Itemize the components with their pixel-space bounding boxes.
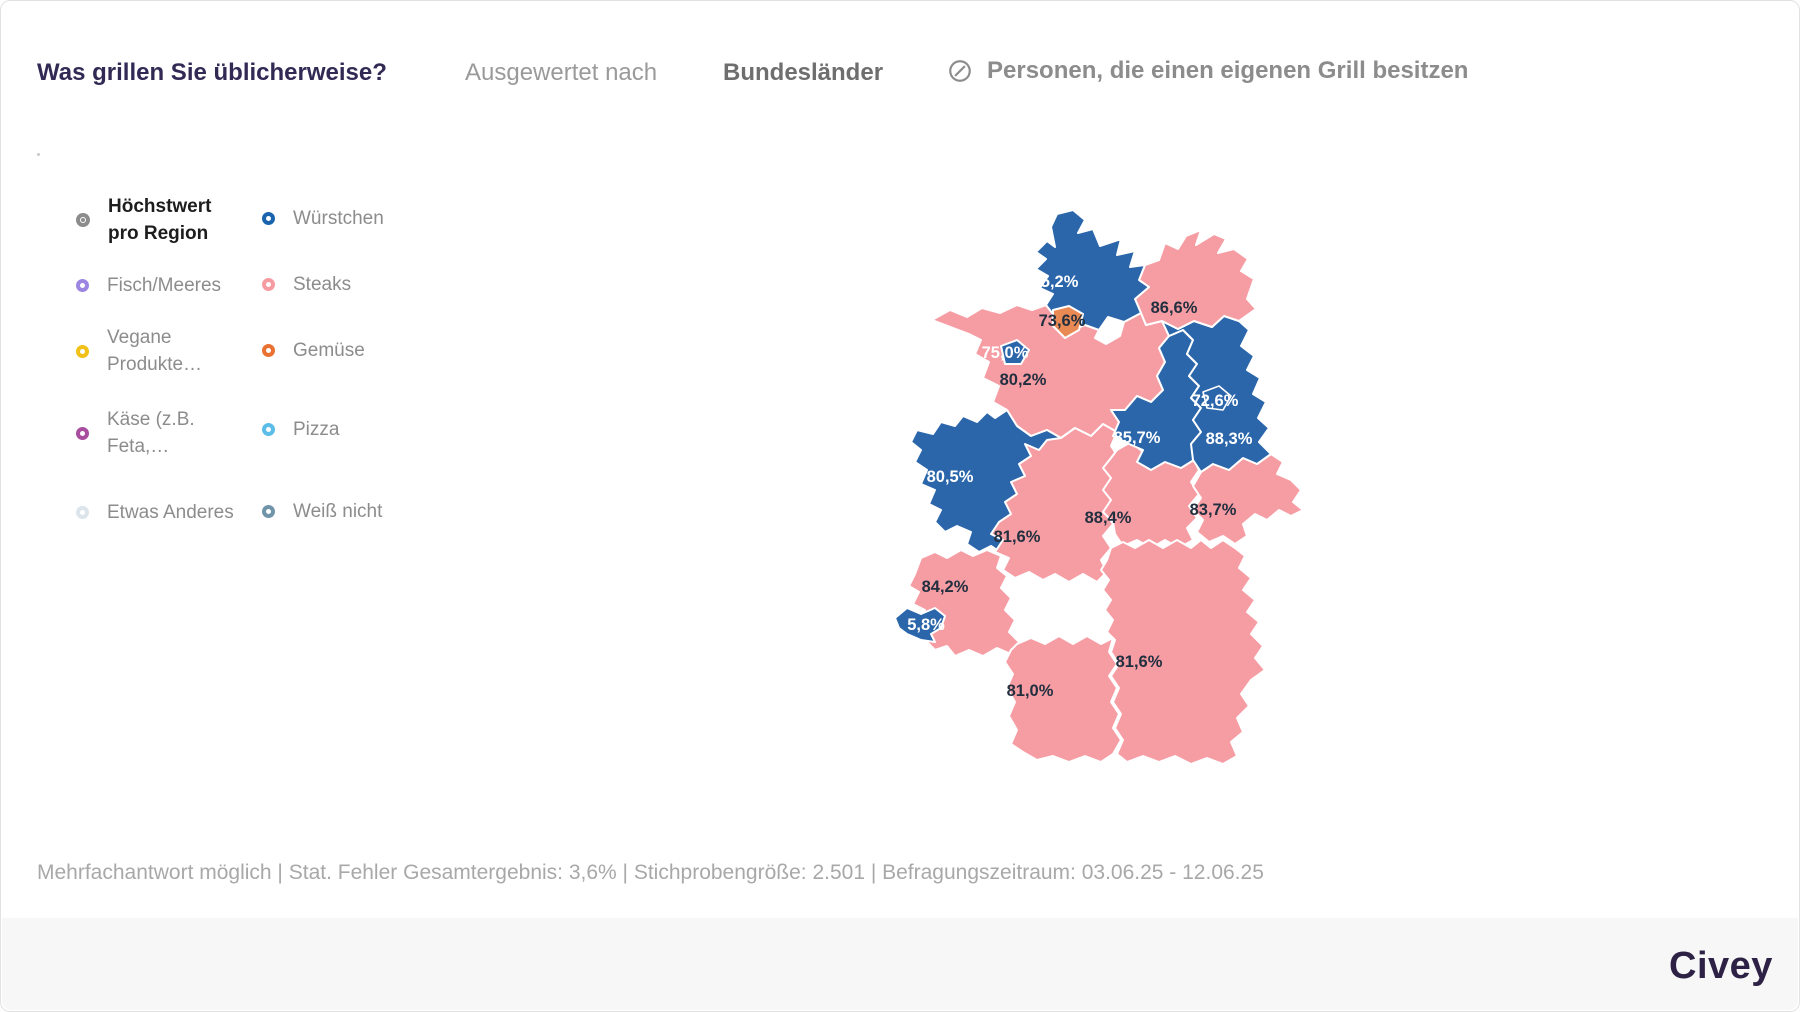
state-value-label-sachsen-anhalt: 85,7% — [1114, 429, 1161, 447]
state-value-label-bayern: 81,6% — [1116, 653, 1163, 671]
legend-item-wuerstchen[interactable]: Würstchen — [262, 205, 384, 232]
germany-choropleth-svg: 80,2% 80,5% 81,6% 84,2% 88,4% 83,7% 81,6% 81,0%… — [894, 209, 1304, 765]
category-ring-icon — [262, 505, 275, 518]
category-ring-icon — [76, 279, 89, 292]
state-value-label-bremen: 75,0% — [982, 344, 1029, 362]
state-value-label-schleswig-holstein: 75,2% — [1032, 273, 1079, 291]
state-value-label-sachsen: 83,7% — [1190, 501, 1237, 519]
legend-item-gemuese[interactable]: Gemüse — [262, 337, 365, 364]
legend-item-fisch[interactable]: Fisch/Meeres — [76, 272, 235, 299]
state-value-label-hamburg: 73,6% — [1039, 312, 1086, 330]
legend-label: Würstchen — [293, 208, 384, 229]
state-bayern[interactable] — [1100, 539, 1266, 765]
legend-item-etwas-anderes[interactable]: Etwas Anderes — [76, 485, 235, 539]
legend-label: Höchstwert pro Region — [108, 196, 212, 244]
category-ring-icon — [262, 278, 275, 291]
footer-band — [2, 918, 1798, 1010]
state-value-label-baden-wuerttemberg: 81,0% — [1007, 682, 1054, 700]
state-berlin[interactable] — [1202, 385, 1232, 411]
legend-label: Fisch/Meeres — [107, 275, 222, 296]
legend-label: Vegane Produkte… — [107, 327, 203, 375]
filter-chip[interactable]: Personen, die einen eigenen Grill besitz… — [947, 57, 1468, 85]
state-baden-wuerttemberg[interactable] — [1004, 635, 1122, 763]
legend-label: Käse (z.B. Feta,… — [107, 409, 195, 457]
methodology-disclaimer: Mehrfachantwort möglich | Stat. Fehler G… — [37, 861, 1264, 884]
filter-label: Personen, die einen eigenen Grill besitz… — [987, 57, 1469, 84]
legend-item-kaese[interactable]: Käse (z.B. Feta,… — [76, 406, 235, 460]
category-ring-icon — [262, 212, 275, 225]
state-value-label-brandenburg: 88,3% — [1206, 430, 1253, 448]
category-ring-icon — [76, 505, 89, 519]
legend-label: Pizza — [293, 419, 340, 440]
state-hamburg[interactable] — [1052, 305, 1084, 339]
stray-dot — [37, 153, 40, 156]
legend-item-weiss-nicht[interactable]: Weiß nicht — [262, 498, 382, 525]
state-value-label-niedersachsen: 80,2% — [1000, 371, 1047, 389]
category-ring-icon — [76, 426, 89, 440]
legend-item-steaks[interactable]: Steaks — [262, 271, 351, 298]
state-bremen[interactable] — [1000, 339, 1030, 365]
question-title: Was grillen Sie üblicherweise? — [37, 59, 387, 86]
state-value-label-hessen: 81,6% — [994, 528, 1041, 546]
legend-label: Steaks — [293, 274, 352, 295]
legend-label: Weiß nicht — [293, 501, 383, 522]
category-ring-icon — [76, 344, 89, 358]
legend-item-vegane[interactable]: Vegane Produkte… — [76, 324, 235, 378]
state-value-label-saarland: 5,8% — [907, 616, 945, 634]
category-ring-icon — [262, 423, 275, 436]
state-schleswig-holstein[interactable] — [1035, 209, 1150, 332]
highlight-marker-icon — [76, 213, 90, 227]
civey-logo[interactable]: Civey — [1669, 945, 1773, 987]
legend-item-hoechstwert[interactable]: Höchstwert pro Region — [76, 193, 236, 247]
state-mecklenburg-vorpommern[interactable] — [1134, 229, 1257, 330]
category-ring-icon — [262, 344, 275, 357]
state-value-label-mecklenburg-vorpommern: 86,6% — [1151, 299, 1198, 317]
state-value-label-berlin: 72,6% — [1192, 392, 1239, 410]
filter-no-entry-icon — [949, 60, 971, 82]
state-value-label-nordrhein-westfalen: 80,5% — [927, 468, 974, 486]
legend-label: Etwas Anderes — [107, 501, 234, 523]
dimension-label[interactable]: Bundesländer — [723, 59, 884, 86]
evaluated-by-label: Ausgewertet nach — [465, 59, 658, 86]
legend-item-pizza[interactable]: Pizza — [262, 416, 339, 443]
germany-map: 80,2% 80,5% 81,6% 84,2% 88,4% 83,7% 81,6% 81,0%… — [887, 209, 1307, 766]
legend-label: Gemüse — [293, 340, 365, 361]
state-saarland[interactable] — [894, 607, 946, 643]
state-value-label-thueringen: 88,4% — [1085, 509, 1132, 527]
state-value-label-rheinland-pfalz: 84,2% — [922, 578, 969, 596]
